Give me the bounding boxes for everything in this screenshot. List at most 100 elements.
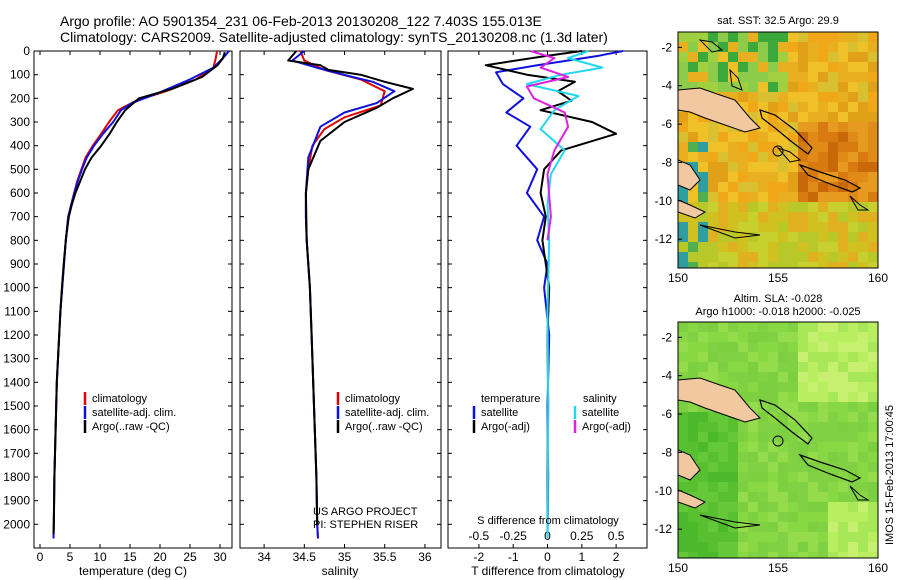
x-tick-label: 2 <box>613 550 620 564</box>
map-cell <box>748 32 759 43</box>
depth-tick-label: 0 <box>23 44 30 58</box>
pi-annotation: PI: STEPHEN RISER <box>313 519 418 531</box>
project-annotation: US ARGO PROJECT <box>313 506 418 518</box>
map-cell <box>808 112 819 123</box>
map-cell <box>858 432 869 443</box>
map-cell <box>718 232 729 243</box>
map-cell <box>828 92 839 103</box>
map-cell <box>688 72 699 83</box>
map-cell <box>848 52 859 63</box>
map-cell <box>738 352 749 363</box>
map-cell <box>858 182 869 193</box>
map-cell <box>798 62 809 73</box>
map-cell <box>868 92 878 103</box>
map-cell <box>778 372 789 383</box>
map-cell <box>718 182 729 193</box>
map-cell <box>678 352 689 363</box>
map-cell <box>768 352 779 363</box>
map-cell <box>868 542 878 553</box>
map-cell <box>718 372 729 383</box>
map-cell <box>868 152 878 163</box>
map-cell <box>868 102 878 113</box>
depth-tick-group: 0 100 200 300 400 500 600 700 800 900 1000 1100 1200… <box>3 44 232 531</box>
map-cell <box>788 322 799 333</box>
map-cell <box>758 492 769 503</box>
map-cell <box>678 72 689 83</box>
map-cell <box>698 332 709 343</box>
map-cell <box>838 92 849 103</box>
map-cell <box>738 152 749 163</box>
legend-label-t-argo: Argo(-adj) <box>481 421 530 433</box>
map-cell <box>868 342 878 353</box>
map-cell <box>768 522 779 533</box>
map-cell <box>788 342 799 353</box>
map-cell <box>778 502 789 513</box>
map-cell <box>818 52 829 63</box>
map-cell <box>748 182 759 193</box>
map-cell <box>728 512 739 523</box>
map-cell <box>788 132 799 143</box>
map-cell <box>748 442 759 453</box>
map-cell <box>758 322 769 333</box>
map-cell <box>718 62 729 73</box>
map-cell <box>748 232 759 243</box>
map-cell <box>698 162 709 173</box>
map-cell <box>718 152 729 163</box>
map-cell <box>818 112 829 123</box>
map-cell <box>848 492 859 503</box>
map-cell <box>828 442 839 453</box>
map-cell <box>738 92 749 103</box>
depth-tick-label: 1400 <box>3 375 30 389</box>
map-cell <box>808 362 819 373</box>
map-cell <box>748 132 759 143</box>
map-cell <box>718 532 729 543</box>
map-cell <box>828 232 839 243</box>
papua-tail-land <box>678 449 701 481</box>
map-cell <box>778 382 789 393</box>
map-cell <box>728 462 739 473</box>
map-cell <box>738 512 749 523</box>
map-cell <box>828 222 839 233</box>
map-cell <box>818 322 829 333</box>
map-cell <box>738 212 749 223</box>
map-cell <box>848 472 859 483</box>
map-cell <box>718 42 729 53</box>
map-cell <box>848 122 859 133</box>
map-cell <box>728 452 739 463</box>
map-cell <box>698 432 709 443</box>
map-cell <box>758 372 769 383</box>
map-cell <box>678 252 689 263</box>
map-cell <box>858 352 869 363</box>
map-cell <box>818 142 829 153</box>
map-cell <box>738 62 749 73</box>
map-cell <box>858 122 869 133</box>
map-cell <box>838 502 849 513</box>
map-cell <box>848 252 859 263</box>
map-cell <box>838 252 849 263</box>
map-cell <box>748 492 759 503</box>
map-cell <box>678 152 689 163</box>
map-cell <box>708 202 719 213</box>
louisiade-coast <box>699 224 761 239</box>
map-cell <box>818 382 829 393</box>
map-cell <box>778 432 789 443</box>
map-cell <box>868 452 878 463</box>
map-cell <box>738 472 749 483</box>
map-cell <box>768 52 779 63</box>
map-cell <box>758 222 769 233</box>
map-cell <box>678 82 689 93</box>
header-line-2: Climatology: CARS2009. Satellite-adjuste… <box>60 29 608 45</box>
argo-position-marker <box>772 145 784 157</box>
map-cell <box>738 52 749 63</box>
map-cell <box>768 382 779 393</box>
map-cell <box>778 112 789 123</box>
map-cell <box>698 442 709 453</box>
map-cell <box>868 122 878 133</box>
east-island-coast <box>849 485 870 501</box>
map-cell <box>748 422 759 433</box>
legend-label-satellite: satellite-adj. clim. <box>92 407 176 419</box>
map-cell <box>798 382 809 393</box>
map-cell <box>858 542 869 553</box>
map-cell <box>758 182 769 193</box>
map-cell <box>748 152 759 163</box>
